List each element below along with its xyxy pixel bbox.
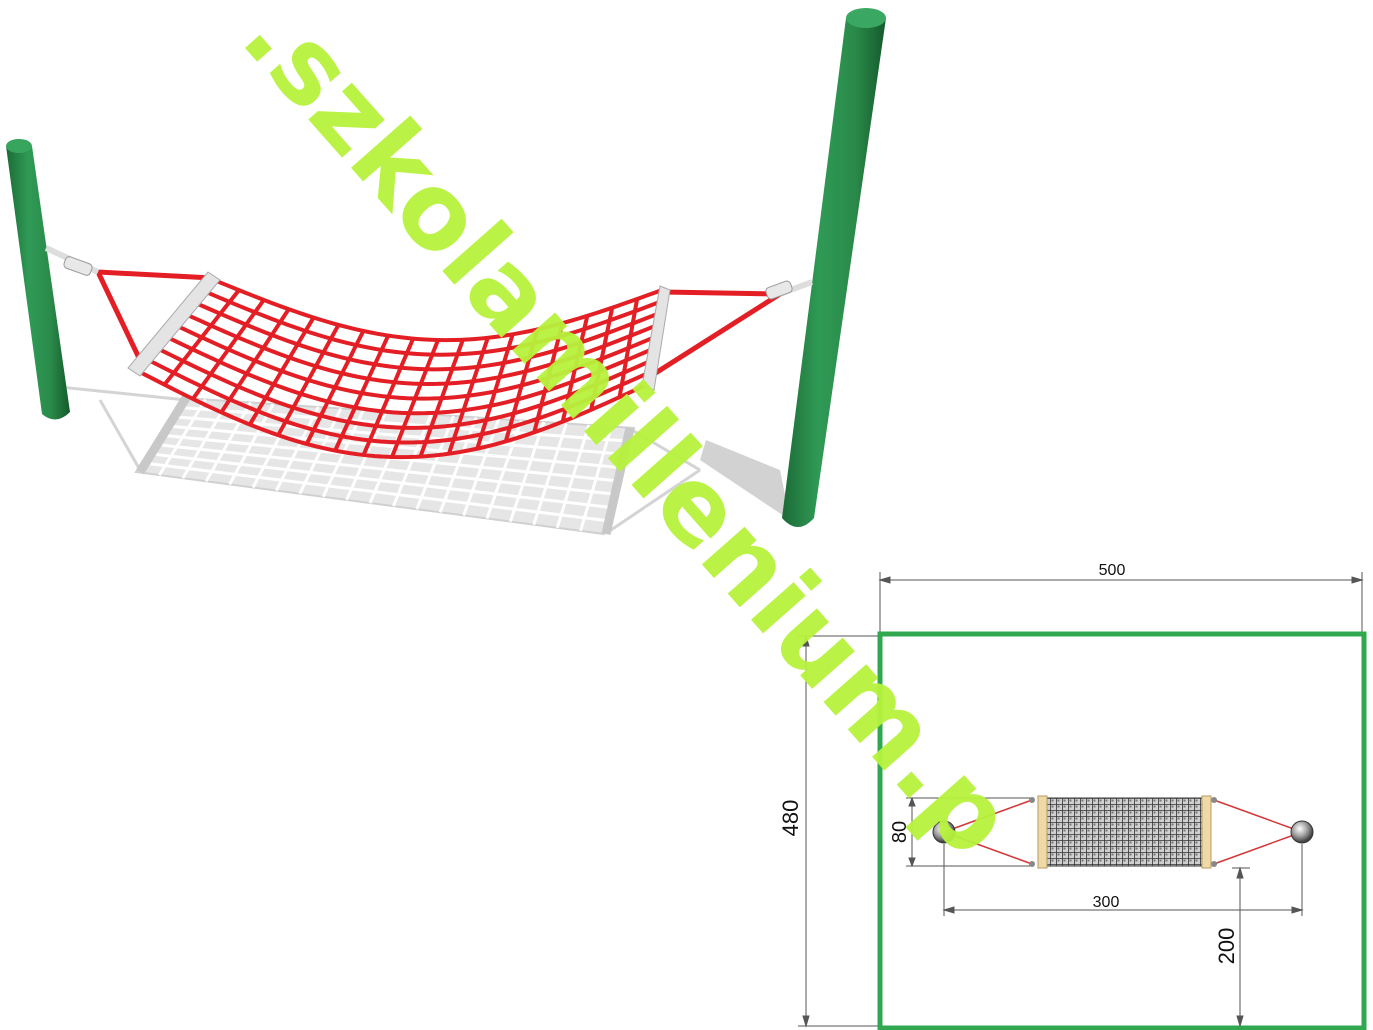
spreader-bar-right	[641, 285, 671, 391]
plan-ropes	[943, 799, 1303, 865]
net-rope	[248, 316, 316, 426]
dimension-offset	[1232, 866, 1250, 1028]
hammock-render	[6, 8, 886, 536]
net-rope	[304, 330, 366, 445]
spreader-bar-left	[127, 271, 221, 377]
bracket-right	[765, 280, 793, 300]
shadow-grid-line	[438, 416, 478, 513]
net-rope	[475, 333, 515, 450]
dimension-post-spacing	[942, 844, 1304, 916]
post-right	[782, 8, 886, 527]
shadow-rope-right-2	[631, 428, 701, 472]
total-width-label: 500	[1099, 562, 1126, 579]
net-rope	[617, 298, 640, 398]
shadow-rope-left-2	[98, 399, 142, 471]
net-rope	[162, 288, 241, 386]
bracket-left	[63, 256, 93, 276]
shadow-grid-line	[392, 413, 433, 507]
safety-zone-border	[877, 631, 1367, 1030]
net-rope	[589, 307, 615, 411]
net-rope	[276, 323, 341, 437]
shadow-grid-line	[204, 401, 252, 483]
post-left	[6, 139, 70, 420]
shadow-beam-left	[136, 395, 190, 475]
shadow-grid-line	[298, 407, 343, 495]
dimension-net-width	[906, 796, 1034, 868]
plan-beam-right	[1201, 795, 1212, 869]
plan-beam-left	[1037, 795, 1048, 869]
net-rope	[333, 334, 391, 452]
shadow-rope-left	[49, 384, 187, 402]
hammock-net	[135, 278, 663, 460]
shadow-grid-line	[158, 398, 207, 476]
shadow-grid-line	[228, 403, 275, 486]
plan-drawing: 500 480 80	[778, 562, 1367, 1030]
shadow-beam-right	[601, 427, 635, 535]
net-rope	[560, 315, 590, 423]
plan-net	[1045, 797, 1203, 867]
shadow-grid-line	[532, 423, 568, 526]
net-rope	[532, 322, 565, 433]
shadow-grid-line	[508, 421, 546, 523]
net-rope	[390, 339, 440, 458]
net-rope	[219, 308, 291, 414]
post-spacing-label: 300	[1093, 894, 1120, 911]
shadow-grid-line	[579, 426, 613, 532]
shadow-grid-line	[555, 424, 591, 529]
post-shadow-right	[700, 440, 790, 520]
dimension-total-depth	[798, 634, 880, 1028]
anchor-icon-left	[932, 820, 956, 844]
net-width-label: 80	[889, 821, 911, 843]
anchor-icon	[932, 820, 1314, 844]
shadow-rope-right	[607, 468, 701, 534]
net-rope	[503, 328, 540, 442]
anchor-icon-right	[1290, 820, 1314, 844]
plan-rope-joints	[1029, 797, 1217, 867]
net-rope	[361, 337, 415, 456]
net-rope	[446, 337, 490, 455]
net-rope	[191, 298, 266, 401]
net-rope	[418, 339, 465, 458]
shadow-grid-line	[415, 415, 455, 510]
dimension-total-width	[878, 572, 1364, 632]
shadow-grid-line	[462, 418, 501, 516]
rope-right	[652, 279, 814, 377]
shadow-grid-line	[275, 406, 320, 492]
offset-label: 200	[1214, 928, 1239, 965]
total-depth-label: 480	[778, 800, 803, 837]
